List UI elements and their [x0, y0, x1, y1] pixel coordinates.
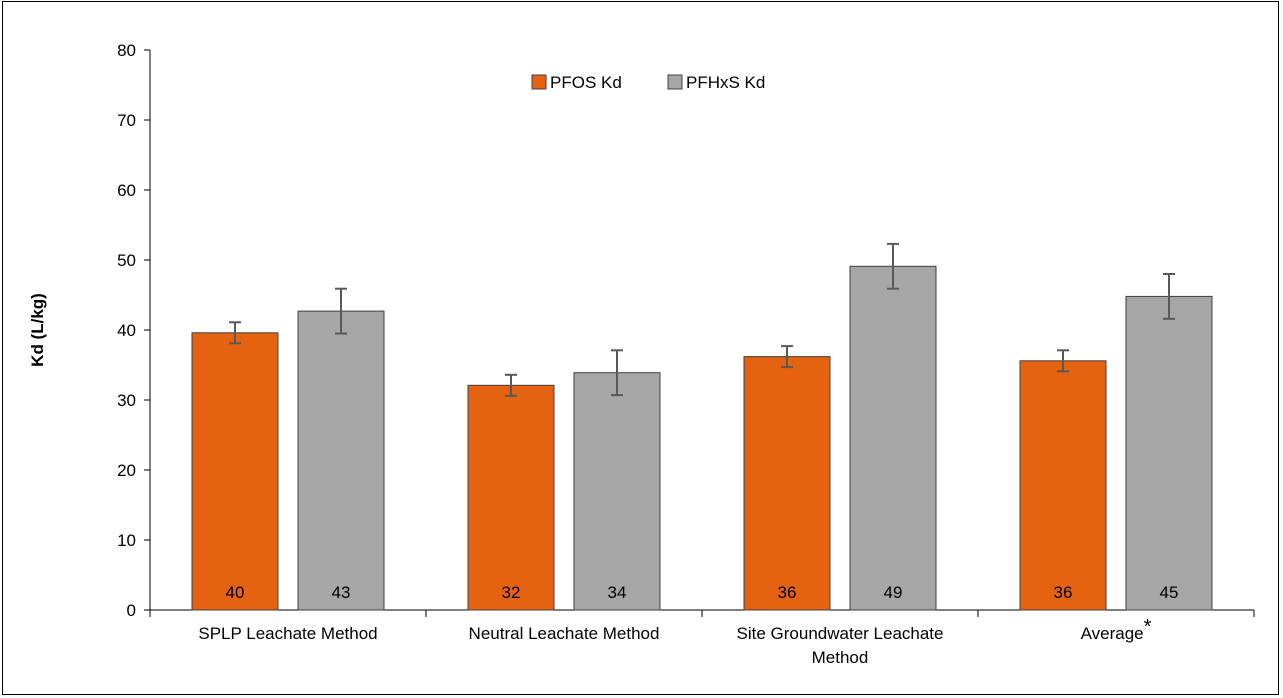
data-label: 43: [332, 583, 351, 602]
y-tick-label: 20: [117, 461, 136, 480]
bar-pfhxs-kd: [573, 372, 661, 611]
y-tick-label: 30: [117, 391, 136, 410]
y-tick-label: 60: [117, 181, 136, 200]
bar-pfhxs-kd: [297, 310, 385, 611]
legend-swatch: [667, 74, 683, 90]
y-tick-label: 80: [117, 41, 136, 60]
data-label: 36: [1054, 583, 1073, 602]
bar-pfos-kd: [467, 384, 555, 611]
bar-pfhxs-kd: [849, 265, 937, 611]
data-label: 40: [226, 583, 245, 602]
category-label: Method: [812, 648, 869, 667]
data-label: 32: [502, 583, 521, 602]
data-label: 49: [884, 583, 903, 602]
category-label: Average*: [1081, 616, 1152, 643]
category-label: SPLP Leachate Method: [198, 624, 377, 643]
y-tick-label: 10: [117, 531, 136, 550]
legend-label: PFOS Kd: [550, 73, 622, 92]
y-axis-title: Kd (L/kg): [28, 293, 47, 367]
y-tick-label: 50: [117, 251, 136, 270]
y-tick-label: 0: [127, 601, 136, 620]
category-label: Neutral Leachate Method: [469, 624, 660, 643]
y-tick-label: 70: [117, 111, 136, 130]
legend-swatch: [531, 74, 547, 90]
data-label: 34: [608, 583, 627, 602]
category-label: Site Groundwater Leachate: [737, 624, 944, 643]
bar-pfos-kd: [1019, 360, 1107, 611]
data-label: 45: [1160, 583, 1179, 602]
bar-pfos-kd: [743, 356, 831, 611]
data-label: 36: [778, 583, 797, 602]
bar-pfhxs-kd: [1125, 295, 1213, 611]
bar-pfos-kd: [191, 332, 279, 611]
legend-label: PFHxS Kd: [686, 73, 765, 92]
y-tick-label: 40: [117, 321, 136, 340]
